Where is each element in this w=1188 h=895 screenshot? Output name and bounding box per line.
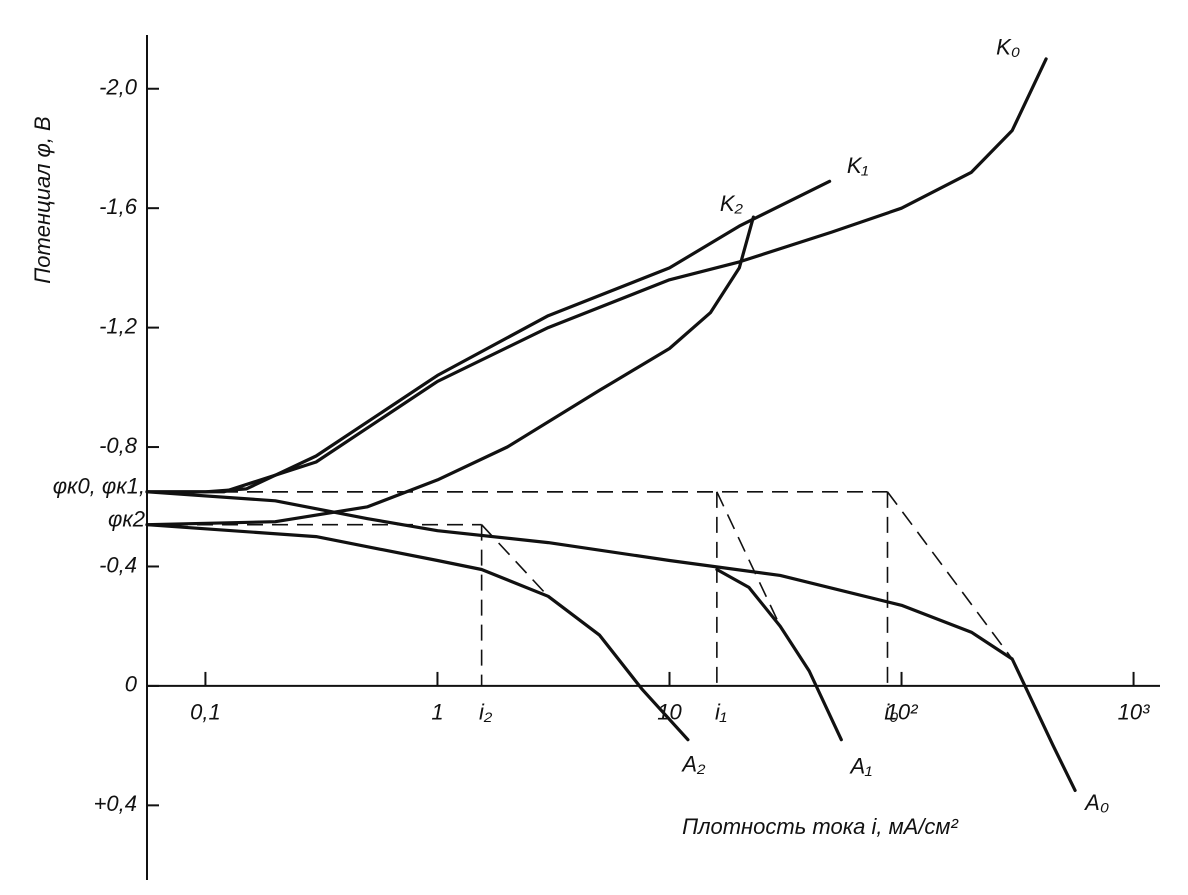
y-tick-label: -0,4 (99, 552, 137, 577)
y-axis-title: Потенциал φ, В (30, 116, 55, 283)
y-tick-label: 0 (125, 672, 138, 697)
tafel-line (716, 491, 781, 627)
x-axis-title: Плотность тока i, мА/см² (682, 814, 958, 839)
x-tick-label: 10³ (1118, 700, 1150, 725)
x-tick-label: 0,1 (190, 700, 221, 725)
curve (145, 490, 1077, 792)
curve-label: K₂ (720, 191, 744, 216)
current-label: i₂ (479, 700, 493, 725)
potential-label: φк2 (108, 506, 145, 531)
curve (715, 567, 843, 742)
y-tick-label: +0,4 (94, 791, 137, 816)
curve (145, 57, 1048, 494)
curve (145, 179, 832, 494)
curve-label: K₀ (996, 35, 1020, 60)
y-tick-label: -2,0 (99, 75, 138, 100)
tafel-line (481, 524, 549, 597)
curve-label: K₁ (847, 153, 869, 178)
curve-label: A₁ (848, 753, 872, 778)
current-label: i₀ (884, 700, 898, 725)
tafel-line (886, 491, 1013, 660)
curve (145, 523, 690, 742)
curve-label: A₀ (1083, 790, 1109, 815)
y-tick-label: -1,6 (99, 194, 138, 219)
curve (145, 215, 755, 527)
potential-label: φк0, φк1, (53, 474, 145, 499)
current-label: i₁ (715, 700, 727, 725)
y-tick-label: -1,2 (99, 313, 137, 338)
curve-label: A₂ (680, 751, 706, 776)
x-tick-label: 10² (886, 700, 918, 725)
x-tick-label: 1 (431, 700, 443, 725)
y-tick-label: -0,8 (99, 433, 138, 458)
